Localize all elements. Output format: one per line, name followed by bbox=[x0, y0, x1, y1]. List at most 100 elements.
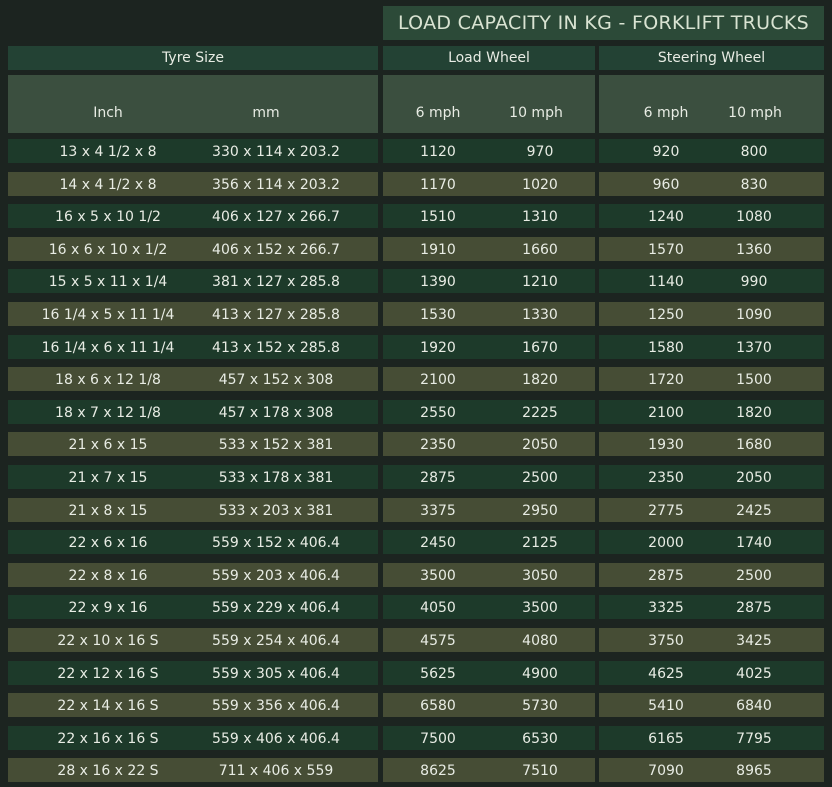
row-group-load-wheel: 4050 3500 bbox=[383, 595, 595, 620]
cell-mm: 330 x 114 x 203.2 bbox=[212, 144, 340, 160]
cell-inch: 22 x 6 x 16 bbox=[68, 535, 148, 552]
subheader-load-10mph: 10 mph bbox=[509, 105, 563, 121]
cell-inch: 16 x 5 x 10 1/2 bbox=[55, 209, 161, 226]
cell-load-6: 1170 bbox=[420, 176, 456, 193]
row-group-steering-wheel: 2775 2425 bbox=[599, 497, 824, 522]
row-group-load-wheel: 7500 6530 bbox=[383, 725, 595, 750]
cell-load-6: 2450 bbox=[420, 535, 456, 552]
cell-load-6: 1920 bbox=[420, 339, 456, 356]
cell-steer-6: 1140 bbox=[648, 274, 684, 291]
subheader-steering-wheel: 6 mph 10 mph bbox=[599, 75, 824, 133]
cell-steer-6: 960 bbox=[652, 176, 680, 193]
header-load-wheel: Load Wheel bbox=[383, 46, 595, 70]
cell-steer-6: 2100 bbox=[648, 404, 684, 421]
subheader-steer-10mph: 10 mph bbox=[728, 105, 782, 121]
cell-steer-10: 1740 bbox=[736, 535, 772, 552]
row-group-steering-wheel: 1250 1090 bbox=[599, 302, 824, 326]
row-group-load-wheel: 3500 3050 bbox=[383, 562, 595, 587]
cell-load-10: 1310 bbox=[522, 209, 558, 226]
row-group-tyre-size: 16 1/4 x 5 x 11 1/4 413 x 127 x 285.8 bbox=[8, 302, 378, 326]
row-group-steering-wheel: 1930 1680 bbox=[599, 432, 824, 457]
row-group-tyre-size: 13 x 4 1/2 x 8 330 x 114 x 203.2 bbox=[8, 139, 378, 163]
row-group-steering-wheel: 920 800 bbox=[599, 139, 824, 163]
cell-load-10: 4900 bbox=[522, 665, 558, 682]
row-group-steering-wheel: 4625 4025 bbox=[599, 660, 824, 685]
cell-steer-6: 7090 bbox=[648, 763, 684, 780]
row-group-tyre-size: 16 1/4 x 6 x 11 1/4 413 x 152 x 285.8 bbox=[8, 334, 378, 359]
subheader-load-wheel: 6 mph 10 mph bbox=[383, 75, 595, 133]
cell-steer-10: 2425 bbox=[736, 502, 772, 519]
cell-load-6: 2100 bbox=[420, 372, 456, 389]
cell-load-6: 5625 bbox=[420, 665, 456, 682]
cell-inch: 15 x 5 x 11 x 1/4 bbox=[48, 274, 168, 291]
cell-steer-10: 1090 bbox=[736, 307, 772, 323]
cell-load-10: 7510 bbox=[522, 763, 558, 780]
row-group-tyre-size: 21 x 8 x 15 533 x 203 x 381 bbox=[8, 497, 378, 522]
row-group-tyre-size: 22 x 6 x 16 559 x 152 x 406.4 bbox=[8, 530, 378, 555]
cell-steer-10: 830 bbox=[740, 176, 768, 193]
cell-load-6: 4050 bbox=[420, 600, 456, 617]
cell-load-10: 2950 bbox=[522, 502, 558, 519]
row-group-steering-wheel: 2875 2500 bbox=[599, 562, 824, 587]
row-group-tyre-size: 18 x 7 x 12 1/8 457 x 178 x 308 bbox=[8, 399, 378, 424]
cell-mm: 457 x 178 x 308 bbox=[218, 404, 334, 421]
cell-load-6: 1910 bbox=[420, 241, 456, 258]
row-group-load-wheel: 1390 1210 bbox=[383, 269, 595, 294]
cell-load-6: 2875 bbox=[420, 470, 456, 486]
cell-load-10: 4080 bbox=[522, 633, 558, 649]
row-group-load-wheel: 1910 1660 bbox=[383, 236, 595, 261]
cell-load-6: 3375 bbox=[420, 502, 456, 519]
subheader-tyre-size: Inch mm bbox=[8, 75, 378, 133]
cell-inch: 18 x 6 x 12 1/8 bbox=[55, 372, 161, 389]
cell-load-6: 1510 bbox=[420, 209, 456, 226]
cell-steer-6: 3325 bbox=[648, 600, 684, 617]
cell-load-10: 2125 bbox=[522, 535, 558, 552]
cell-steer-10: 1080 bbox=[736, 209, 772, 226]
cell-inch: 22 x 14 x 16 S bbox=[57, 698, 159, 715]
cell-steer-6: 4625 bbox=[648, 665, 684, 682]
cell-mm: 533 x 203 x 381 bbox=[218, 502, 334, 519]
row-group-load-wheel: 1170 1020 bbox=[383, 171, 595, 196]
row-group-steering-wheel: 1570 1360 bbox=[599, 236, 824, 261]
row-group-load-wheel: 8625 7510 bbox=[383, 758, 595, 783]
cell-steer-6: 3750 bbox=[648, 633, 684, 649]
cell-load-10: 2050 bbox=[522, 437, 558, 454]
cell-steer-10: 2875 bbox=[736, 600, 772, 617]
cell-load-10: 1210 bbox=[522, 274, 558, 291]
cell-load-6: 1390 bbox=[420, 274, 456, 291]
cell-steer-6: 1570 bbox=[648, 241, 684, 258]
row-group-tyre-size: 22 x 8 x 16 559 x 203 x 406.4 bbox=[8, 562, 378, 587]
row-group-steering-wheel: 2000 1740 bbox=[599, 530, 824, 555]
cell-inch: 21 x 8 x 15 bbox=[68, 502, 148, 519]
row-group-steering-wheel: 1140 990 bbox=[599, 269, 824, 294]
cell-load-6: 1530 bbox=[420, 307, 456, 323]
cell-steer-10: 990 bbox=[740, 274, 768, 291]
row-group-steering-wheel: 1720 1500 bbox=[599, 367, 824, 392]
cell-inch: 21 x 6 x 15 bbox=[68, 437, 148, 454]
row-group-load-wheel: 2100 1820 bbox=[383, 367, 595, 392]
cell-steer-10: 7795 bbox=[736, 730, 772, 747]
cell-load-10: 3500 bbox=[522, 600, 558, 617]
row-group-tyre-size: 21 x 7 x 15 533 x 178 x 381 bbox=[8, 465, 378, 489]
cell-load-6: 6580 bbox=[420, 698, 456, 715]
row-group-load-wheel: 1510 1310 bbox=[383, 204, 595, 229]
cell-steer-10: 800 bbox=[740, 144, 768, 160]
row-group-tyre-size: 22 x 9 x 16 559 x 229 x 406.4 bbox=[8, 595, 378, 620]
table-title: LOAD CAPACITY IN KG - FORKLIFT TRUCKS bbox=[383, 6, 824, 40]
row-group-steering-wheel: 1240 1080 bbox=[599, 204, 824, 229]
cell-mm: 559 x 406 x 406.4 bbox=[212, 730, 340, 747]
row-group-load-wheel: 6580 5730 bbox=[383, 693, 595, 718]
cell-load-6: 8625 bbox=[420, 763, 456, 780]
cell-steer-6: 1580 bbox=[648, 339, 684, 356]
cell-inch: 22 x 10 x 16 S bbox=[57, 633, 159, 649]
row-group-load-wheel: 2450 2125 bbox=[383, 530, 595, 555]
cell-load-10: 1670 bbox=[522, 339, 558, 356]
cell-load-6: 1120 bbox=[420, 144, 456, 160]
cell-inch: 22 x 9 x 16 bbox=[68, 600, 148, 617]
cell-inch: 21 x 7 x 15 bbox=[68, 470, 148, 486]
cell-steer-10: 1820 bbox=[736, 404, 772, 421]
cell-steer-6: 2350 bbox=[648, 470, 684, 486]
cell-load-10: 1820 bbox=[522, 372, 558, 389]
row-group-steering-wheel: 960 830 bbox=[599, 171, 824, 196]
cell-load-10: 970 bbox=[526, 144, 554, 160]
